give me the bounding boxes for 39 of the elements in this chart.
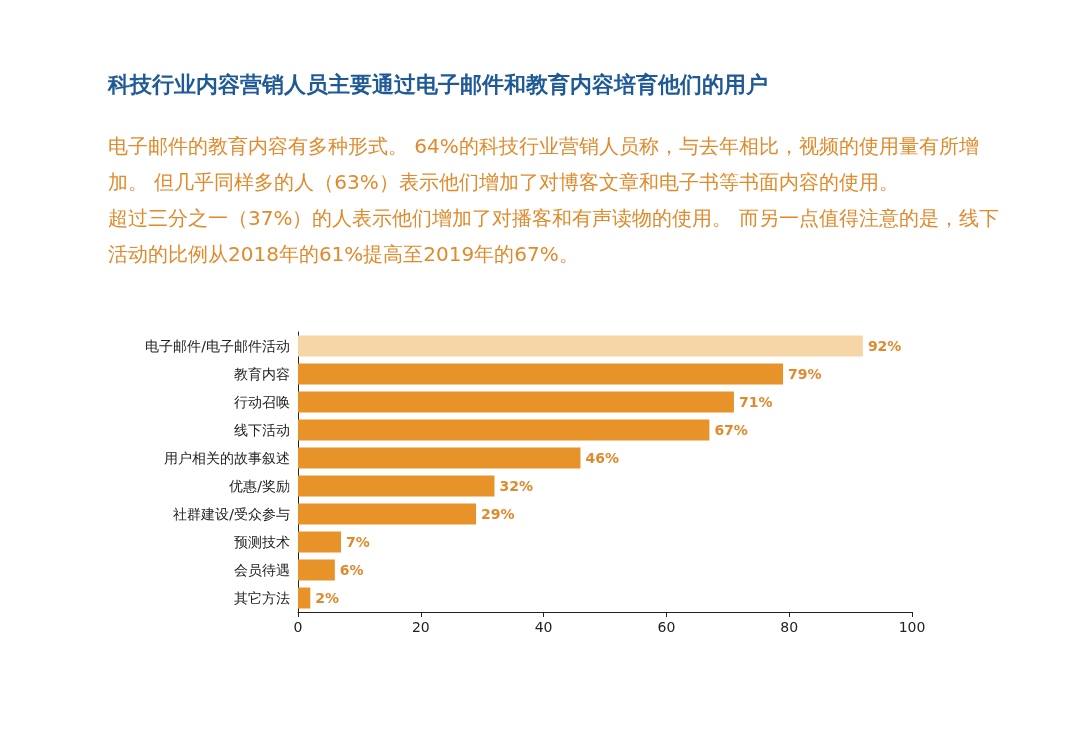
y-tick-label: 线下活动 <box>234 422 290 438</box>
bar <box>298 419 710 441</box>
data-label: 92% <box>867 338 902 354</box>
bar <box>298 559 335 581</box>
data-label: 6% <box>339 562 364 578</box>
chart-title: 科技行业内容营销人员主要通过电子邮件和教育内容培育他们的用户 <box>108 71 769 99</box>
bar <box>298 503 477 525</box>
bar <box>298 587 311 609</box>
y-tick-label: 电子邮件/电子邮件活动 <box>145 338 290 354</box>
y-tick-label: 用户相关的故事叙述 <box>164 450 290 466</box>
x-tick-label: 100 <box>898 619 926 635</box>
y-tick-label: 预测技术 <box>234 534 290 550</box>
y-tick-label: 社群建设/受众参与 <box>173 506 290 522</box>
data-label: 29% <box>481 506 515 522</box>
chart-subtitle: 电子邮件的教育内容有多种形式。 64%的科技行业营销人员称，与去年相比，视频的使用量有所增加。 但几乎同样多的人（63%）表示他们增加了对博客文章和电子书等书面内容的使用。 <box>108 133 980 196</box>
y-tick-label: 教育内容 <box>234 366 290 382</box>
text: 超过三分之一（37%）的人表示他们增加了对播客和有声读物的使用。 而另一点值得注意的是，线下活动的比例从2018年的61%提高至2019年的67%。 <box>108 205 1000 268</box>
data-label: 67% <box>714 422 748 438</box>
bar <box>298 475 495 497</box>
bar <box>298 391 734 413</box>
x-tick-label: 40 <box>534 619 553 635</box>
data-label: 32% <box>499 478 533 494</box>
bar <box>298 335 863 357</box>
x-tick-label: 80 <box>780 619 799 635</box>
data-label: 79% <box>788 366 822 382</box>
data-label: 2% <box>315 590 340 606</box>
x-tick-label: 20 <box>411 619 430 635</box>
bar <box>298 447 581 469</box>
bar <box>298 531 341 553</box>
data-label: 71% <box>738 394 773 410</box>
y-tick-label: 会员待遇 <box>234 562 290 578</box>
x-tick-label: 0 <box>293 619 303 635</box>
x-tick-label: 60 <box>657 619 676 635</box>
data-label: 46% <box>585 450 619 466</box>
y-tick-label: 优惠/奖励 <box>229 478 290 494</box>
y-tick-label: 行动召唤 <box>234 394 290 410</box>
y-tick-label: 其它方法 <box>234 590 290 606</box>
data-label: 7% <box>345 534 370 550</box>
bar <box>298 363 784 385</box>
